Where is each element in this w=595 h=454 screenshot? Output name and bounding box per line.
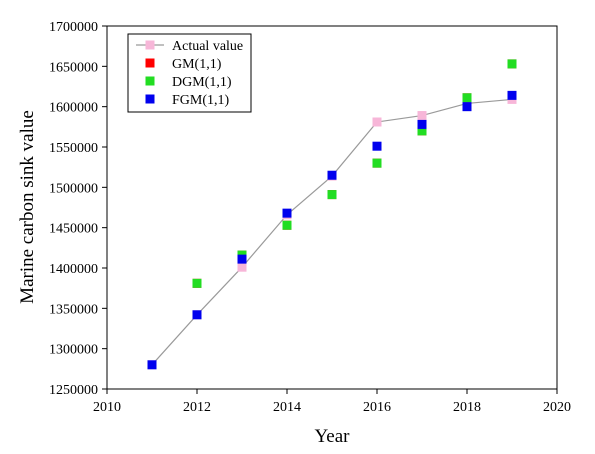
series-fgm-1-1- (147, 90, 517, 370)
x-axis: 2010 2012 2014 2016 2018 2020 (93, 389, 571, 415)
y-tick-label: 1550000 (49, 141, 98, 156)
data-point (417, 111, 427, 121)
x-tick-label: 2016 (363, 400, 391, 415)
legend-marker (145, 76, 155, 86)
legend-label: GM(1,1) (172, 57, 222, 72)
y-tick-label: 1300000 (49, 343, 98, 358)
data-point (507, 59, 517, 69)
data-point (417, 119, 427, 129)
legend-entry: FGM(1,1) (145, 93, 230, 108)
x-tick-label: 2012 (183, 400, 211, 415)
data-point (462, 93, 472, 103)
data-point (237, 254, 247, 264)
data-point (417, 126, 427, 136)
y-tick-label: 1450000 (49, 222, 98, 237)
y-tick-label: 1400000 (49, 262, 98, 277)
legend-marker (145, 94, 155, 104)
x-tick-label: 2018 (453, 400, 481, 415)
y-tick-label: 1350000 (49, 302, 98, 317)
data-point (372, 117, 382, 127)
y-tick-label: 1250000 (49, 383, 98, 398)
data-point (237, 262, 247, 272)
y-tick-label: 1600000 (49, 101, 98, 116)
data-point (192, 310, 202, 320)
x-tick-label: 2014 (273, 400, 301, 415)
y-axis-label: Marine carbon sink value (17, 110, 38, 304)
data-point (327, 190, 337, 200)
legend-label: FGM(1,1) (172, 93, 230, 108)
x-axis-label: Year (314, 426, 350, 447)
data-point (282, 220, 292, 230)
legend-label: Actual value (172, 39, 243, 54)
data-point (372, 158, 382, 168)
y-tick-label: 1650000 (49, 60, 98, 75)
data-point (507, 90, 517, 100)
legend: Actual value GM(1,1) DGM(1,1) FGM(1,1) (127, 33, 252, 113)
data-point (282, 208, 292, 218)
legend-entry: Actual value (136, 39, 243, 54)
series-line (151, 98, 513, 366)
series-layer (147, 59, 517, 370)
data-point (327, 170, 337, 180)
legend-marker (145, 40, 155, 50)
data-point (462, 102, 472, 112)
y-axis: 1250000 1300000 1350000 1400000 1450000 15000… (49, 20, 107, 398)
x-tick-label: 2010 (93, 400, 121, 415)
data-point (192, 278, 202, 288)
data-point (372, 141, 382, 151)
legend-entry: GM(1,1) (145, 57, 222, 72)
data-point (147, 360, 157, 370)
legend-entry: DGM(1,1) (145, 75, 232, 90)
x-tick-label: 2020 (543, 400, 571, 415)
legend-label: DGM(1,1) (172, 75, 232, 90)
plot-frame (106, 25, 558, 390)
y-tick-label: 1500000 (49, 181, 98, 196)
legend-marker (145, 58, 155, 68)
y-tick-label: 1700000 (49, 20, 98, 35)
series-actual-value (147, 94, 517, 370)
